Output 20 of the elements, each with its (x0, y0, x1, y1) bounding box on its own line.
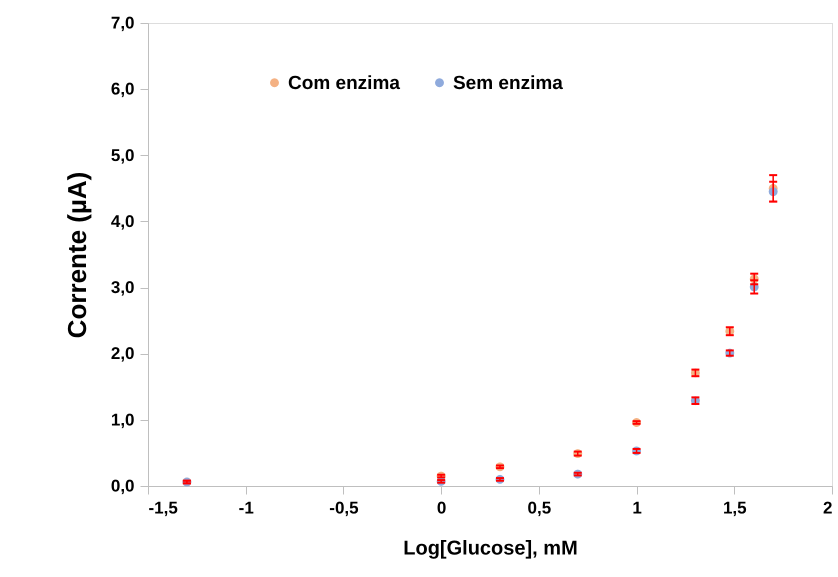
x-axis-title: Log[Glucose], mM (403, 538, 578, 560)
y-axis-title: Corrente (µA) (62, 172, 92, 338)
y-tick-label: 5,0 (110, 146, 134, 165)
y-tick-label: 2,0 (110, 344, 134, 364)
x-tick-label: 0,5 (528, 498, 552, 518)
x-tick-label: 1,5 (722, 498, 747, 518)
legend-label: Sem enzima (453, 72, 564, 94)
x-tick-label: 2 (823, 498, 832, 518)
x-tick-label: 0 (436, 498, 446, 518)
legend-label: Com enzima (288, 72, 400, 94)
x-tick-label: -1 (238, 498, 254, 518)
y-tick-label: 6,0 (110, 80, 134, 99)
y-tick-label: 0,0 (110, 476, 134, 496)
y-tick-label: 1,0 (110, 410, 134, 430)
x-tick-label: -1,5 (148, 498, 178, 518)
y-tick-label: 7,0 (110, 14, 134, 32)
y-tick-label: 3,0 (110, 278, 134, 298)
x-tick-label: 1 (632, 498, 642, 518)
x-tick-label: -0,5 (329, 498, 359, 518)
y-tick-label: 4,0 (110, 212, 134, 231)
